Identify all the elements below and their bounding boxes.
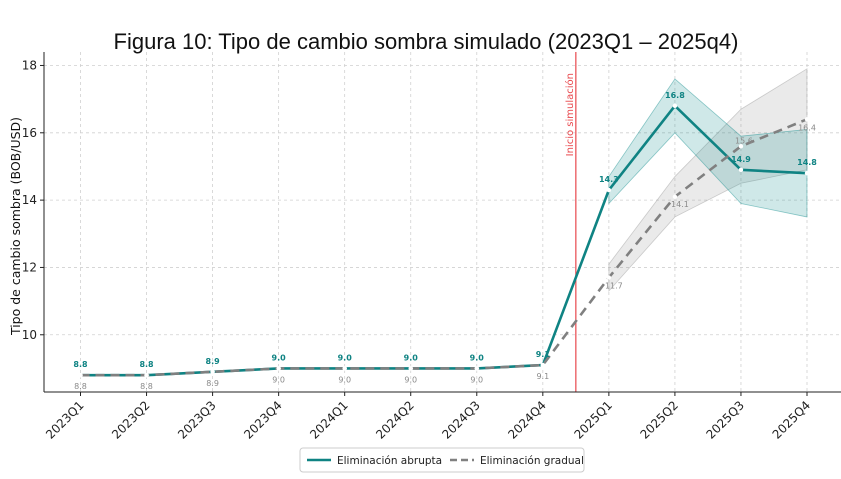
data-label-abrupta: 8.9 [206, 357, 221, 366]
data-label-abrupta: 16.8 [665, 91, 685, 100]
y-tick-label: 18 [22, 58, 37, 72]
data-labels: 8.8 8.8 8.9 9.0 9.0 9.0 9.0 9.1 14.3 16.8 14.9 14.8… [73, 91, 817, 391]
x-tick-labels: 2023Q1 2023Q2 2023Q3 2023Q4 2024Q1 2024Q2 2024… [43, 392, 813, 442]
axes [43, 52, 841, 393]
legend-box [299, 447, 585, 473]
point-marker [78, 372, 83, 378]
data-label-gradual: 8.9 [206, 379, 219, 388]
x-tick-label: 2024Q3 [439, 398, 483, 442]
grid [44, 52, 841, 392]
band-eliminación-gradual [608, 68, 808, 293]
x-tick-label: 2025Q3 [704, 398, 748, 442]
point-marker [210, 369, 215, 375]
data-label-abrupta: 8.8 [139, 360, 154, 369]
point-marker [606, 275, 612, 280]
simulation-start-marker: Inicio simulación [564, 52, 577, 392]
data-label-gradual: 9.0 [470, 375, 483, 384]
line-eliminacion-gradual [80, 118, 808, 377]
data-label-gradual: 9.0 [272, 375, 285, 384]
x-tick-label: 2024Q2 [373, 398, 417, 442]
x-tick-label: 2023Q1 [43, 398, 87, 442]
data-label-gradual: 11.7 [605, 282, 623, 291]
data-label-gradual: 15.6 [735, 136, 753, 145]
x-tick-label: 2024Q4 [505, 398, 549, 442]
data-label-gradual: 9.1 [536, 372, 549, 381]
data-label-abrupta: 8.8 [73, 360, 88, 369]
data-label-abrupta: 9.0 [404, 353, 419, 362]
legend-label-abrupta: Eliminación abrupta [337, 455, 442, 467]
point-marker [672, 103, 678, 109]
simulation-start-label: Inicio simulación [564, 73, 576, 156]
confidence-bands [608, 68, 808, 293]
y-axis-label: Tipo de cambio sombra (BOB/USD) [8, 117, 23, 336]
point-marker [804, 117, 810, 122]
series-lines [78, 103, 810, 378]
x-tick-label: 2024Q1 [307, 398, 351, 442]
point-marker [144, 372, 149, 378]
x-tick-label: 2025Q2 [637, 398, 681, 442]
data-label-gradual: 9.0 [338, 375, 351, 384]
data-label-abrupta: 14.8 [797, 158, 817, 167]
data-label-gradual: 8.8 [140, 382, 153, 391]
data-label-abrupta: 9.1 [536, 350, 551, 359]
point-marker [672, 194, 678, 199]
y-tick-label: 16 [22, 126, 37, 140]
data-label-abrupta: 9.0 [272, 353, 287, 362]
data-label-gradual: 16.4 [798, 123, 816, 132]
data-label-gradual: 9.0 [404, 375, 417, 384]
legend-label-gradual: Eliminación gradual [480, 455, 584, 467]
x-tick-label: 2025Q4 [770, 398, 814, 442]
y-tick-label: 12 [22, 260, 37, 274]
point-marker [804, 170, 810, 176]
data-label-abrupta: 14.3 [599, 175, 619, 184]
data-label-abrupta: 9.0 [470, 353, 485, 362]
chart-title: Figura 10: Tipo de cambio sombra simulad… [114, 29, 739, 54]
x-tick-label: 2023Q4 [241, 398, 285, 442]
point-marker [540, 362, 546, 368]
point-marker [738, 167, 744, 173]
data-label-gradual: 8.8 [74, 382, 87, 391]
point-marker [474, 366, 479, 371]
point-marker [606, 187, 612, 193]
y-tick-label: 14 [22, 193, 37, 207]
x-tick-label: 2025Q1 [571, 398, 615, 442]
data-label-gradual: 14.1 [671, 200, 689, 209]
y-tick-label: 10 [22, 328, 37, 342]
band-eliminación-abrupta [608, 78, 808, 218]
x-tick-label: 2023Q3 [175, 398, 219, 442]
point-marker [276, 366, 281, 371]
y-tick-labels: 10 12 14 16 18 [22, 58, 44, 342]
point-marker [342, 366, 347, 371]
point-marker [738, 144, 744, 149]
data-label-abrupta: 9.0 [338, 353, 353, 362]
point-marker [408, 366, 413, 371]
legend: Eliminación abrupta Eliminación gradual [299, 447, 585, 473]
x-tick-label: 2023Q2 [109, 398, 153, 442]
data-label-abrupta: 14.9 [731, 155, 751, 164]
